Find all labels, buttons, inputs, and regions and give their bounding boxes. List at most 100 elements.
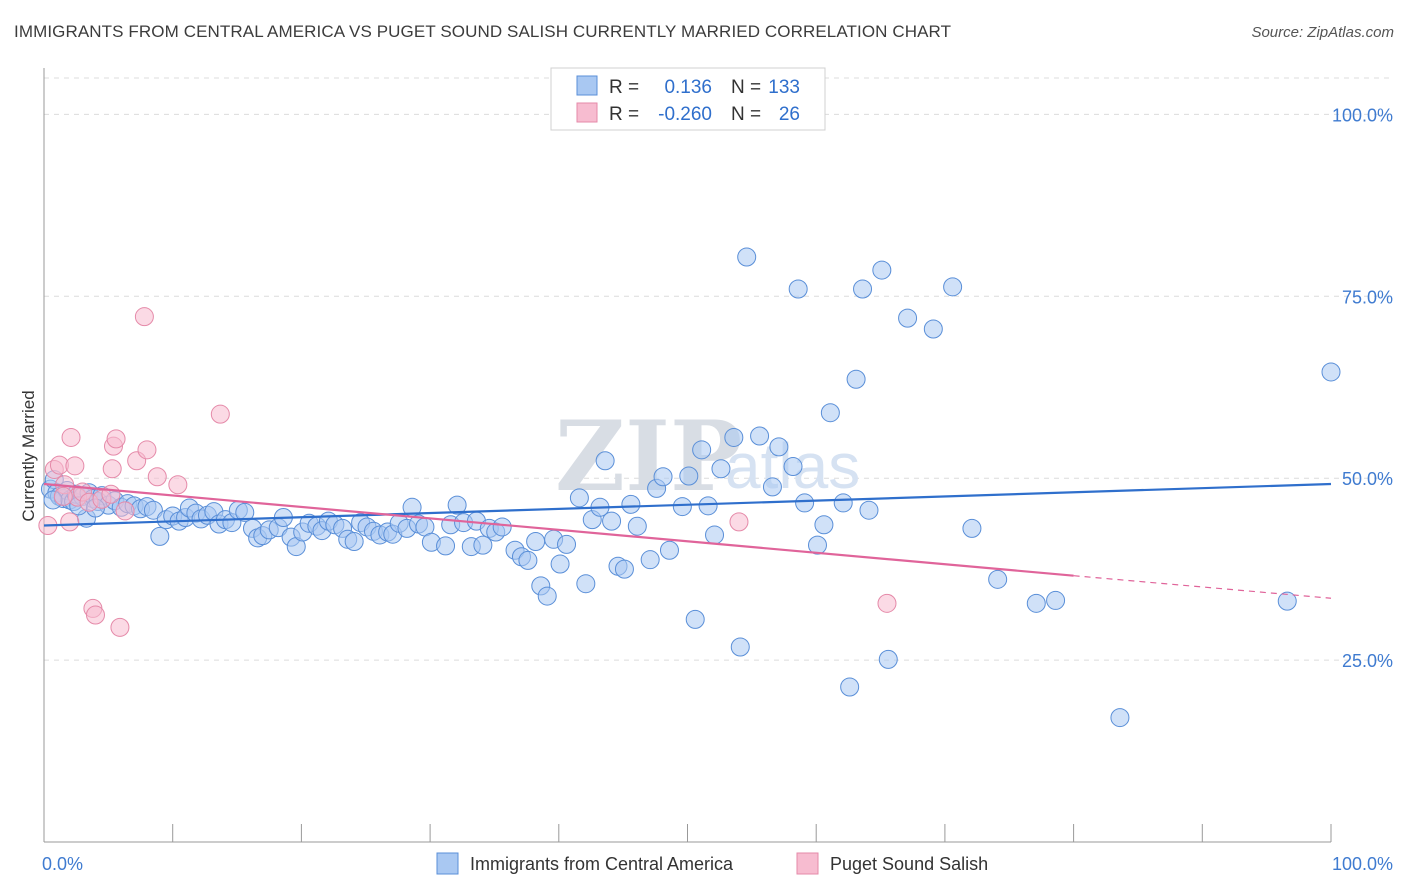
legend-pink-swatch (796, 852, 819, 875)
point-puget-sound-salish (106, 429, 126, 449)
point-central-america (526, 531, 546, 551)
x-tick-labels: 0.0% 100.0% (42, 854, 1393, 874)
y-tick-label: 75.0% (1342, 287, 1393, 307)
stats-pink-r-label: R = (609, 104, 639, 125)
stats-blue-swatch (576, 75, 598, 96)
axes (43, 68, 1332, 843)
point-central-america (640, 550, 660, 570)
point-central-america (762, 477, 782, 497)
point-central-america (833, 493, 853, 513)
point-central-america (814, 515, 834, 535)
grid-lines (44, 77, 1392, 661)
point-central-america (698, 496, 718, 516)
point-central-america (878, 649, 898, 669)
point-puget-sound-salish (110, 617, 130, 637)
point-central-america (711, 459, 731, 479)
trendline-central-america (43, 482, 1332, 527)
point-central-america (846, 369, 866, 389)
point-central-america (436, 536, 456, 556)
point-puget-sound-salish (65, 456, 85, 476)
stats-blue-r-label: R = (609, 77, 639, 98)
legend-blue-swatch (436, 852, 459, 875)
point-puget-sound-salish (877, 593, 897, 613)
point-central-america (150, 526, 170, 546)
stats-blue-n-label: N = (731, 77, 761, 98)
y-axis-label: Currently Married (19, 390, 38, 521)
point-central-america (795, 493, 815, 513)
point-central-america (550, 554, 570, 574)
x-tick-label-left: 0.0% (42, 854, 83, 874)
stats-blue-n-value: 133 (768, 77, 800, 98)
stats-pink-n-label: N = (731, 104, 761, 125)
source-label: Source: ZipAtlas.com (1251, 24, 1394, 41)
point-puget-sound-salish (729, 512, 749, 532)
point-central-america (807, 535, 827, 555)
point-central-america (730, 637, 750, 657)
point-central-america (988, 569, 1008, 589)
y-tick-label: 25.0% (1342, 651, 1393, 671)
chart-title: IMMIGRANTS FROM CENTRAL AMERICA VS PUGET… (14, 22, 952, 41)
point-central-america (724, 427, 744, 447)
point-central-america (859, 500, 879, 520)
y-tick-label: 100.0% (1332, 105, 1393, 125)
point-central-america (1046, 590, 1066, 610)
x-tick-label-right: 100.0% (1332, 854, 1393, 874)
point-central-america (1321, 362, 1341, 382)
point-central-america (1277, 591, 1297, 611)
point-central-america (569, 488, 589, 508)
point-central-america (518, 550, 538, 570)
point-central-america (344, 531, 364, 551)
point-puget-sound-salish (60, 512, 80, 532)
point-central-america (473, 535, 493, 555)
point-puget-sound-salish (210, 404, 230, 424)
point-puget-sound-salish (53, 486, 73, 506)
point-puget-sound-salish (85, 605, 105, 625)
legend-label-puget-sound-salish: Puget Sound Salish (830, 854, 988, 874)
legend: Immigrants from Central America Puget So… (436, 852, 988, 875)
point-central-america (769, 437, 789, 457)
point-central-america (602, 511, 622, 531)
point-central-america (557, 534, 577, 554)
trendline-puget-sound-salish (43, 482, 1074, 577)
point-central-america (853, 279, 873, 299)
point-puget-sound-salish (168, 475, 188, 495)
point-puget-sound-salish (137, 440, 157, 460)
point-central-america (235, 502, 255, 522)
point-central-america (788, 279, 808, 299)
point-central-america (943, 277, 963, 297)
point-central-america (595, 451, 615, 471)
point-puget-sound-salish (147, 467, 167, 487)
stats-pink-r-value: -0.260 (658, 104, 712, 125)
point-puget-sound-salish (115, 501, 135, 521)
point-central-america (685, 609, 705, 629)
point-central-america (621, 494, 641, 514)
series-puget-sound-salish-points (38, 307, 897, 637)
point-central-america (1110, 708, 1130, 728)
point-central-america (783, 457, 803, 477)
point-puget-sound-salish (102, 459, 122, 479)
point-puget-sound-salish (134, 307, 154, 327)
y-tick-labels: 25.0% 50.0% 75.0% 100.0% (1332, 105, 1393, 671)
point-central-america (614, 559, 634, 579)
point-central-america (705, 525, 725, 545)
point-central-america (679, 466, 699, 486)
point-central-america (672, 497, 692, 517)
legend-label-central-america: Immigrants from Central America (470, 854, 734, 874)
trend-lines (43, 482, 1332, 599)
stats-box: R = 0.136 N = 133 R = -0.260 N = 26 (550, 67, 826, 131)
point-central-america (692, 440, 712, 460)
point-central-america (653, 467, 673, 487)
point-central-america (1026, 593, 1046, 613)
stats-pink-swatch (576, 102, 598, 123)
point-central-america (750, 426, 770, 446)
point-central-america (447, 495, 467, 515)
stats-blue-r-value: 0.136 (664, 77, 712, 98)
point-central-america (576, 574, 596, 594)
point-central-america (492, 517, 512, 537)
point-central-america (872, 260, 892, 280)
point-central-america (962, 518, 982, 538)
point-central-america (659, 540, 679, 560)
point-central-america (923, 319, 943, 339)
point-central-america (537, 586, 557, 606)
